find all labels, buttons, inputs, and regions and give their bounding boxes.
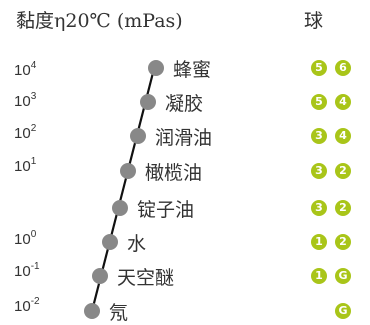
substance-dot xyxy=(120,163,136,179)
substance-label: 蜂蜜 xyxy=(173,59,212,81)
substance-label: 橄榄油 xyxy=(145,162,203,184)
ball-badge: 4 xyxy=(335,128,351,144)
substance-label: 锭子油 xyxy=(137,199,195,221)
scale-tick: 100 xyxy=(14,229,37,248)
ball-header: 球 xyxy=(304,10,324,32)
viscosity-header: 黏度η20℃ (mPas) xyxy=(16,10,183,32)
substance-dot xyxy=(148,60,164,76)
scale-tick: 103 xyxy=(14,91,37,110)
scale-tick-exponent: 0 xyxy=(30,229,37,240)
ball-badge: 1 xyxy=(311,234,327,250)
substance-dot xyxy=(92,268,108,284)
ball-badge: G xyxy=(335,303,351,319)
scale-tick-base: 10 xyxy=(14,298,31,315)
substance-label: 润滑油 xyxy=(155,127,213,149)
scale-tick-exponent: 4 xyxy=(30,60,37,71)
scale-tick-base: 10 xyxy=(14,263,31,280)
ball-badge: 1 xyxy=(311,268,327,284)
substance-dot xyxy=(102,234,118,250)
ball-badge: 5 xyxy=(311,94,327,110)
scale-tick: 104 xyxy=(14,60,37,79)
substance-dot xyxy=(140,94,156,110)
scale-tick-exponent: 1 xyxy=(30,156,37,167)
substance-dot xyxy=(84,303,100,319)
scale-tick-base: 10 xyxy=(14,93,31,110)
ball-badge: 4 xyxy=(335,94,351,110)
scale-tick-base: 10 xyxy=(14,158,31,175)
scale-tick-exponent: -2 xyxy=(30,296,40,307)
scale-tick: 101 xyxy=(14,156,37,175)
scale-tick-exponent: 3 xyxy=(30,91,37,102)
ball-badge: 6 xyxy=(335,60,351,76)
ball-badge: 2 xyxy=(335,200,351,216)
scale-tick-base: 10 xyxy=(14,62,31,79)
ball-badge: 2 xyxy=(335,163,351,179)
ball-badge: G xyxy=(335,268,351,284)
scale-tick: 10-1 xyxy=(14,261,40,280)
substance-label: 水 xyxy=(127,233,147,255)
substance-label: 天空醚 xyxy=(117,267,175,289)
ball-badge: 3 xyxy=(311,128,327,144)
substance-dot xyxy=(130,128,146,144)
ball-badge: 2 xyxy=(335,234,351,250)
ball-badge: 3 xyxy=(311,163,327,179)
substance-label: 凝胶 xyxy=(165,93,204,115)
scale-tick-base: 10 xyxy=(14,231,31,248)
scale-tick: 102 xyxy=(14,123,37,142)
substance-dot xyxy=(112,200,128,216)
scale-tick: 10-2 xyxy=(14,296,40,315)
substance-label: 氖 xyxy=(109,302,129,324)
scale-tick-base: 10 xyxy=(14,125,31,142)
ball-badge: 5 xyxy=(311,60,327,76)
ball-badge: 3 xyxy=(311,200,327,216)
ball-badges: G xyxy=(311,303,363,319)
scale-tick-exponent: 2 xyxy=(30,123,37,134)
scale-tick-exponent: -1 xyxy=(30,261,40,272)
